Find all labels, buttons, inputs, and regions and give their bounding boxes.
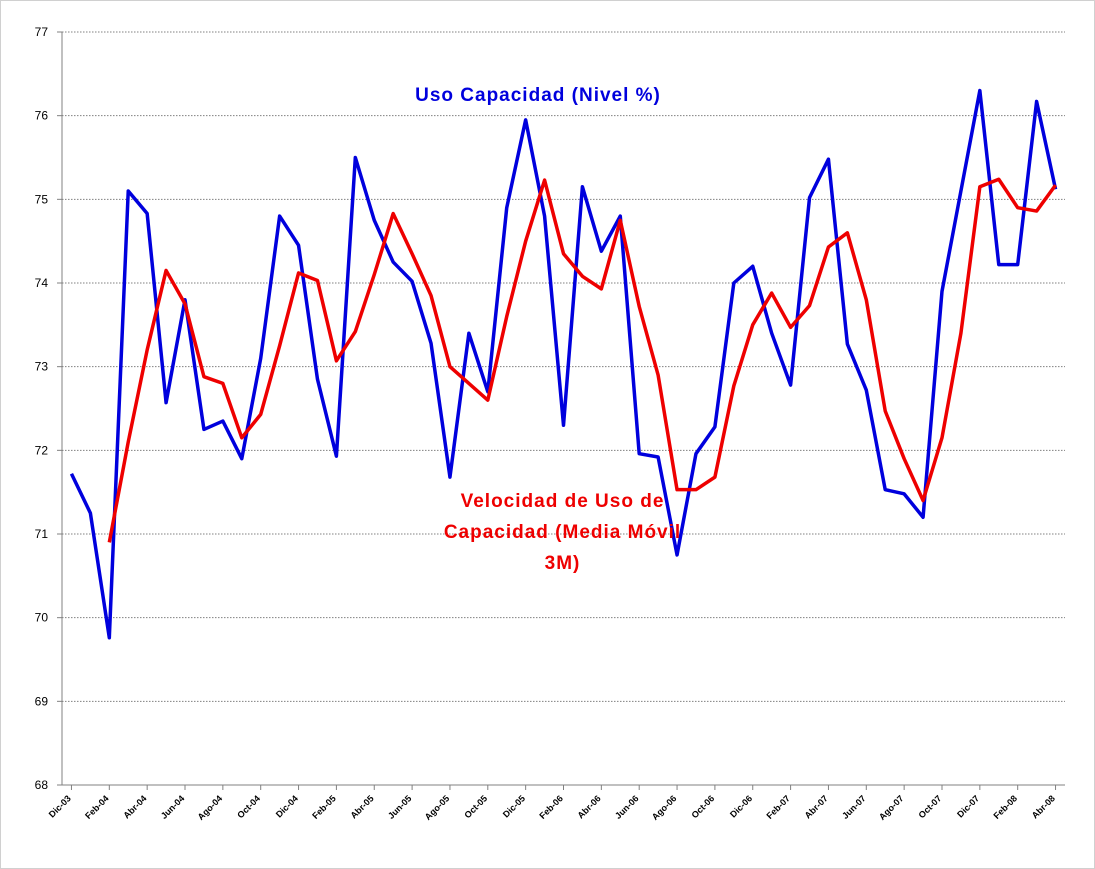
y-tick-label: 71 xyxy=(35,527,49,541)
series-label: Velocidad de Uso de Capacidad (Media Móv… xyxy=(443,491,682,574)
y-tick-label: 77 xyxy=(35,25,49,39)
y-tick-label: 68 xyxy=(35,778,49,792)
series-line xyxy=(107,177,1057,543)
y-tick-label: 74 xyxy=(35,276,49,290)
y-tick-label: 75 xyxy=(35,192,49,206)
y-tick-label: 70 xyxy=(35,611,49,625)
series-line xyxy=(69,88,1058,640)
series-label: Uso Capacidad (Nivel %) xyxy=(415,85,661,106)
y-tick-label: 73 xyxy=(35,360,49,374)
y-tick-label: 72 xyxy=(35,443,49,457)
y-tick-label: 76 xyxy=(35,109,49,123)
y-tick-label: 69 xyxy=(35,694,49,708)
